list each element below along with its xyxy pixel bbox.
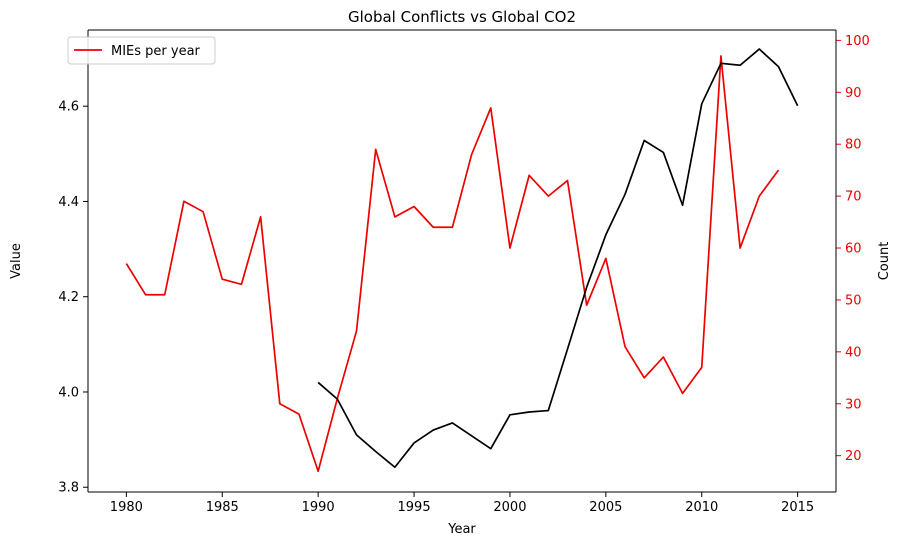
x-tick-label: 2000 (493, 500, 526, 515)
y-left-axis-ticks: 3.8 4.0 4.2 4.4 4.6 (58, 100, 88, 496)
y-left-tick-label: 4.0 (58, 385, 79, 400)
series-line-mies-per-year (125, 55, 780, 473)
y-right-tick-label: 80 (845, 138, 862, 153)
x-tick-label: 2010 (685, 500, 718, 515)
x-tick-label: 1990 (302, 500, 335, 515)
axes-frame (87, 29, 837, 493)
y-right-tick-label: 30 (845, 397, 862, 412)
x-tick-label: 1980 (110, 500, 143, 515)
y-right-tick-label: 50 (845, 293, 862, 308)
y-right-tick-label: 100 (845, 34, 870, 49)
y-right-axis-label: Count (877, 242, 892, 281)
series-layer (125, 48, 799, 473)
x-tick-label: 1985 (206, 500, 239, 515)
y-left-axis-label: Value (9, 243, 24, 279)
series-line-co2 (317, 48, 799, 469)
plot-area (88, 30, 836, 492)
legend: MIEs per year (67, 36, 216, 65)
x-tick-label: 1995 (398, 500, 431, 515)
y-left-tick-label: 3.8 (58, 481, 79, 496)
y-left-tick-label: 4.4 (58, 195, 79, 210)
y-left-tick-label: 4.6 (58, 100, 79, 115)
x-tick-label: 2015 (781, 500, 814, 515)
y-right-tick-label: 60 (845, 242, 862, 257)
y-right-tick-label: 20 (845, 449, 862, 464)
y-right-tick-label: 40 (845, 345, 862, 360)
chart-title: Global Conflicts vs Global CO2 (348, 8, 576, 26)
y-right-tick-label: 70 (845, 190, 862, 205)
y-right-axis-ticks: 20 30 40 50 60 70 80 90 100 (836, 34, 870, 464)
y-left-tick-label: 4.2 (58, 290, 79, 305)
x-axis-label: Year (447, 522, 476, 537)
legend-label-mies: MIEs per year (111, 44, 201, 59)
x-axis-ticks: 1980 1985 1990 1995 2000 2005 2010 2015 (110, 492, 814, 515)
x-tick-label: 2005 (589, 500, 622, 515)
y-right-tick-label: 90 (845, 86, 862, 101)
legend-box (67, 36, 216, 65)
